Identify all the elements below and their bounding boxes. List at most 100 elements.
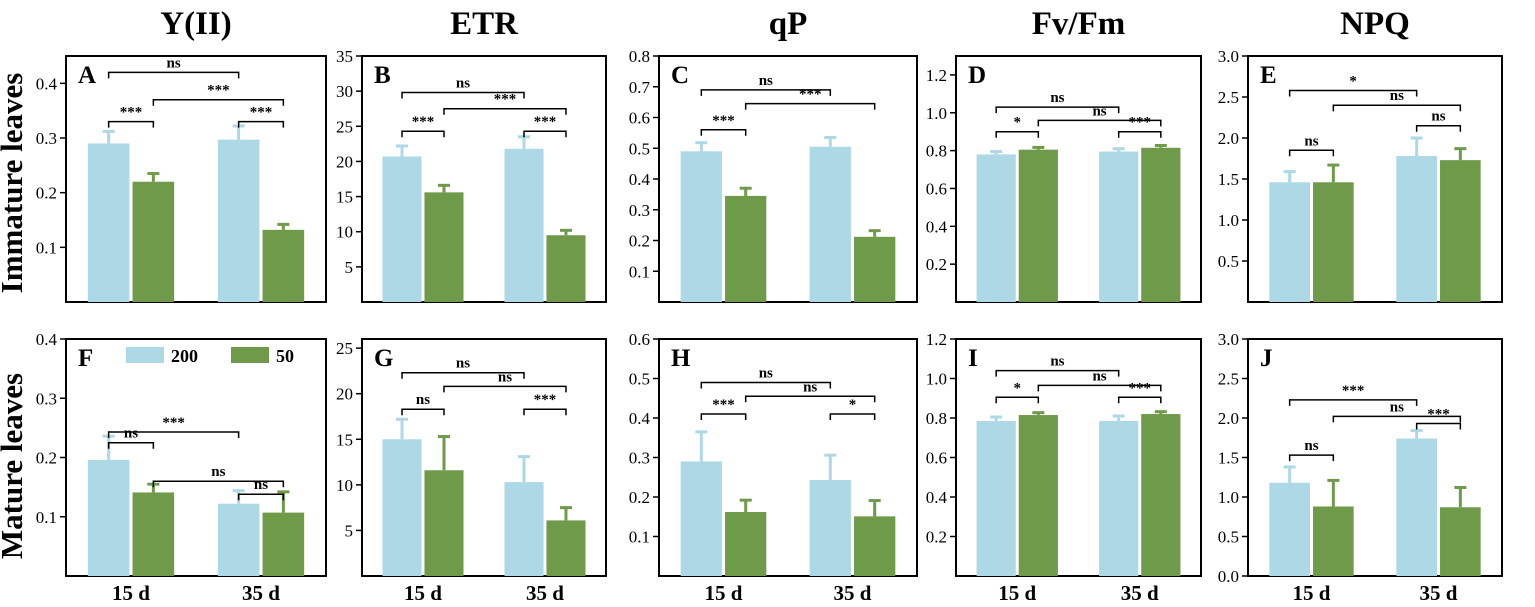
bar [1269, 482, 1310, 576]
significance-bracket [995, 106, 1120, 114]
y-tick-label: 0.5 [629, 139, 650, 158]
bar [87, 143, 130, 302]
y-tick-label: 0.2 [629, 488, 650, 507]
y-tick-label: 2.0 [1218, 129, 1239, 148]
y-tick-label: 5 [345, 258, 354, 277]
y-tick-label: 0.2 [36, 184, 57, 203]
bar [262, 229, 305, 302]
significance-bracket [401, 371, 525, 379]
y-tick-label: 1.5 [1218, 449, 1239, 468]
bar [1396, 438, 1437, 576]
significance-bracket [995, 396, 1040, 404]
y-tick-label: 0.6 [629, 330, 650, 349]
significance-bracket [1332, 415, 1462, 423]
y-tick-label: 0.7 [629, 78, 651, 97]
significance-label: ns [1050, 90, 1064, 106]
significance-bracket [995, 130, 1040, 138]
significance-bracket [1332, 104, 1462, 112]
y-tick-label: 1.0 [1218, 211, 1239, 230]
y-tick-label: 0.5 [1218, 252, 1239, 271]
panel-f: 0.1 0.2 0.3 0.4 *** ns ns ns F 15 d 35 d 200 50 [36, 330, 327, 605]
bar [546, 235, 586, 302]
significance-label: * [1014, 115, 1022, 131]
significance-bracket [107, 120, 155, 128]
y-tick-label: 1.0 [926, 104, 947, 123]
x-category-label: 35 d [1121, 581, 1159, 605]
significance-bracket [1037, 384, 1162, 392]
y-tick-label: 0.4 [926, 488, 948, 507]
bar [1440, 160, 1481, 302]
y-tick-label: 0.4 [36, 74, 58, 93]
panel-letter: G [374, 345, 393, 372]
significance-label: ns [803, 379, 817, 395]
significance-bracket [152, 480, 285, 488]
bar [1269, 182, 1310, 302]
significance-bracket [523, 408, 567, 416]
y-tick-label: 15 [336, 430, 353, 449]
panel-letter: B [374, 62, 391, 89]
significance-label: * [1014, 380, 1022, 396]
y-tick-label: 0.2 [629, 232, 650, 251]
significance-label: *** [207, 83, 230, 99]
y-tick-label: 1.0 [926, 370, 947, 389]
significance-label: ns [1431, 109, 1445, 125]
significance-label: ns [1390, 399, 1404, 415]
x-category-label: 15 d [112, 581, 150, 605]
bar [217, 503, 260, 576]
legend-label: 200 [171, 346, 198, 366]
bar [424, 470, 464, 576]
significance-bracket [1288, 89, 1418, 97]
significance-bracket [995, 369, 1120, 377]
panel-letter: E [1260, 62, 1277, 89]
plot-frame [361, 338, 607, 577]
significance-label: ns [167, 55, 181, 71]
significance-bracket [152, 98, 285, 106]
x-category-label: 15 d [1293, 581, 1331, 605]
bar [262, 512, 305, 576]
bar [1141, 147, 1181, 302]
y-tick-label: 0.3 [36, 129, 57, 148]
legend-label: 50 [276, 346, 294, 366]
significance-label: ns [211, 464, 225, 480]
x-category-label: 35 d [834, 581, 872, 605]
bar [725, 512, 767, 576]
column-title: Y(II) [160, 6, 232, 42]
significance-bracket [1415, 422, 1462, 430]
y-tick-label: 15 [336, 188, 353, 207]
x-category-label: 35 d [242, 581, 280, 605]
plot-frame [955, 55, 1202, 303]
significance-label: ns [1092, 368, 1106, 384]
significance-bracket [1288, 399, 1418, 406]
significance-bracket [1288, 454, 1335, 462]
y-tick-label: 0.3 [36, 389, 57, 408]
y-tick-label: 0.8 [926, 142, 947, 161]
legend: 200 50 [126, 346, 294, 366]
y-tick-label: 2.0 [1218, 409, 1239, 428]
x-category-label: 15 d [998, 581, 1036, 605]
significance-bracket [1415, 124, 1462, 132]
significance-label: ns [1050, 354, 1064, 370]
y-tick-label: 35 [336, 47, 353, 66]
bar [1018, 415, 1058, 576]
significance-label: *** [1129, 115, 1152, 131]
significance-bracket [401, 130, 445, 138]
significance-label: *** [1129, 380, 1152, 396]
bar [725, 195, 767, 302]
y-tick-label: 0.5 [1218, 528, 1239, 547]
y-tick-label: 0.1 [629, 262, 650, 281]
bar [1313, 506, 1354, 576]
column-title: Fv/Fm [1032, 6, 1125, 42]
y-tick-label: 0.2 [926, 255, 947, 274]
y-tick-label: 5 [345, 521, 354, 540]
significance-label: ns [254, 477, 268, 493]
significance-bracket [443, 385, 567, 393]
bar [382, 439, 422, 576]
panel-a: 0.1 0.2 0.3 0.4 ns *** *** *** A Y(II) [36, 6, 327, 303]
y-tick-label: 0.5 [629, 370, 650, 389]
x-category-label: 35 d [1420, 581, 1458, 605]
significance-label: *** [534, 392, 557, 408]
